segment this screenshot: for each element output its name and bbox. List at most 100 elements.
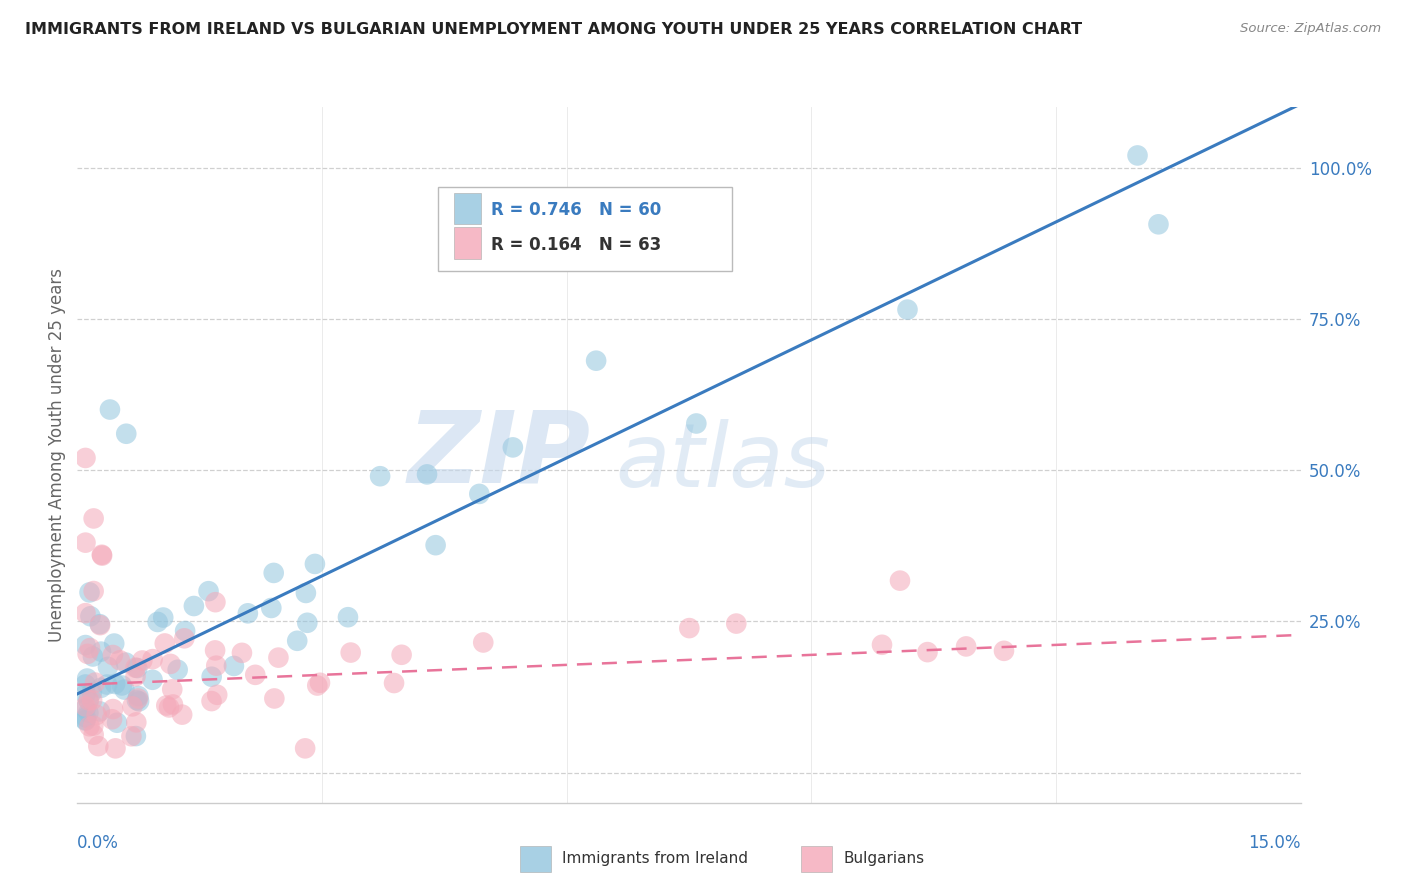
- Point: [294, 741, 316, 756]
- Point: [124, 661, 146, 675]
- Point: [201, 670, 224, 684]
- Point: [142, 652, 165, 666]
- Point: [115, 656, 138, 670]
- Point: [79, 641, 101, 656]
- Point: [77, 693, 100, 707]
- Y-axis label: Unemployment Among Youth under 25 years: Unemployment Among Youth under 25 years: [48, 268, 66, 642]
- Point: [173, 632, 195, 646]
- Point: [391, 648, 413, 662]
- Point: [236, 607, 259, 621]
- Point: [205, 658, 228, 673]
- Point: [127, 689, 149, 703]
- Point: [200, 694, 222, 708]
- Point: [472, 635, 495, 649]
- Point: [127, 661, 149, 675]
- Point: [75, 714, 97, 728]
- Point: [75, 699, 97, 714]
- Point: [295, 586, 318, 600]
- Point: [82, 649, 104, 664]
- Point: [678, 621, 700, 635]
- Point: [263, 566, 285, 580]
- Point: [121, 699, 143, 714]
- Point: [77, 693, 100, 707]
- Point: [75, 638, 97, 652]
- FancyBboxPatch shape: [439, 187, 731, 270]
- Point: [725, 616, 748, 631]
- Point: [889, 574, 911, 588]
- Point: [917, 645, 939, 659]
- Point: [896, 302, 918, 317]
- Text: Bulgarians: Bulgarians: [844, 852, 925, 866]
- Point: [75, 701, 97, 715]
- Point: [75, 606, 97, 620]
- Point: [382, 676, 405, 690]
- Point: [90, 681, 112, 695]
- Text: 0.0%: 0.0%: [77, 834, 120, 852]
- Point: [162, 698, 184, 712]
- Point: [83, 511, 105, 525]
- Point: [127, 691, 149, 706]
- Point: [96, 677, 118, 691]
- Point: [104, 677, 127, 691]
- Point: [153, 636, 176, 650]
- Point: [172, 707, 194, 722]
- Point: [80, 685, 103, 699]
- Point: [162, 682, 184, 697]
- Text: 15.0%: 15.0%: [1249, 834, 1301, 852]
- Point: [146, 615, 169, 629]
- Point: [152, 610, 174, 624]
- Point: [307, 679, 329, 693]
- Point: [120, 729, 142, 743]
- Point: [231, 646, 253, 660]
- Point: [82, 719, 104, 733]
- Point: [103, 636, 125, 650]
- Point: [685, 417, 707, 431]
- Text: IMMIGRANTS FROM IRELAND VS BULGARIAN UNEMPLOYMENT AMONG YOUTH UNDER 25 YEARS COR: IMMIGRANTS FROM IRELAND VS BULGARIAN UNE…: [25, 22, 1083, 37]
- Point: [105, 715, 128, 730]
- Point: [75, 713, 97, 727]
- Point: [125, 729, 148, 743]
- Point: [79, 585, 101, 599]
- Point: [89, 618, 111, 632]
- Point: [76, 672, 98, 686]
- Point: [245, 668, 267, 682]
- Point: [101, 648, 124, 662]
- Bar: [454, 193, 481, 224]
- Point: [993, 644, 1015, 658]
- Text: R = 0.746   N = 60: R = 0.746 N = 60: [491, 201, 661, 219]
- Point: [468, 487, 491, 501]
- Point: [285, 633, 308, 648]
- Text: ZIP: ZIP: [408, 407, 591, 503]
- Point: [111, 678, 134, 692]
- Point: [204, 595, 226, 609]
- Point: [263, 691, 285, 706]
- Point: [260, 601, 283, 615]
- Point: [75, 710, 97, 724]
- Text: Immigrants from Ireland: Immigrants from Ireland: [562, 852, 748, 866]
- Point: [141, 673, 163, 687]
- Point: [79, 719, 101, 733]
- Point: [204, 643, 226, 657]
- Point: [90, 548, 112, 562]
- Point: [131, 653, 153, 667]
- Point: [1147, 217, 1170, 231]
- Point: [104, 741, 127, 756]
- Point: [108, 653, 131, 667]
- Point: [77, 706, 100, 720]
- Text: Source: ZipAtlas.com: Source: ZipAtlas.com: [1240, 22, 1381, 36]
- Point: [297, 615, 319, 630]
- Point: [87, 739, 110, 753]
- Point: [84, 675, 107, 690]
- Point: [336, 610, 359, 624]
- Point: [1126, 148, 1149, 162]
- Point: [205, 688, 228, 702]
- Text: R = 0.164   N = 63: R = 0.164 N = 63: [491, 235, 661, 254]
- Point: [155, 698, 177, 713]
- Point: [90, 645, 112, 659]
- Bar: [454, 227, 481, 259]
- Point: [502, 441, 524, 455]
- Point: [125, 715, 148, 730]
- Point: [166, 663, 188, 677]
- Point: [124, 669, 146, 683]
- Point: [97, 660, 120, 674]
